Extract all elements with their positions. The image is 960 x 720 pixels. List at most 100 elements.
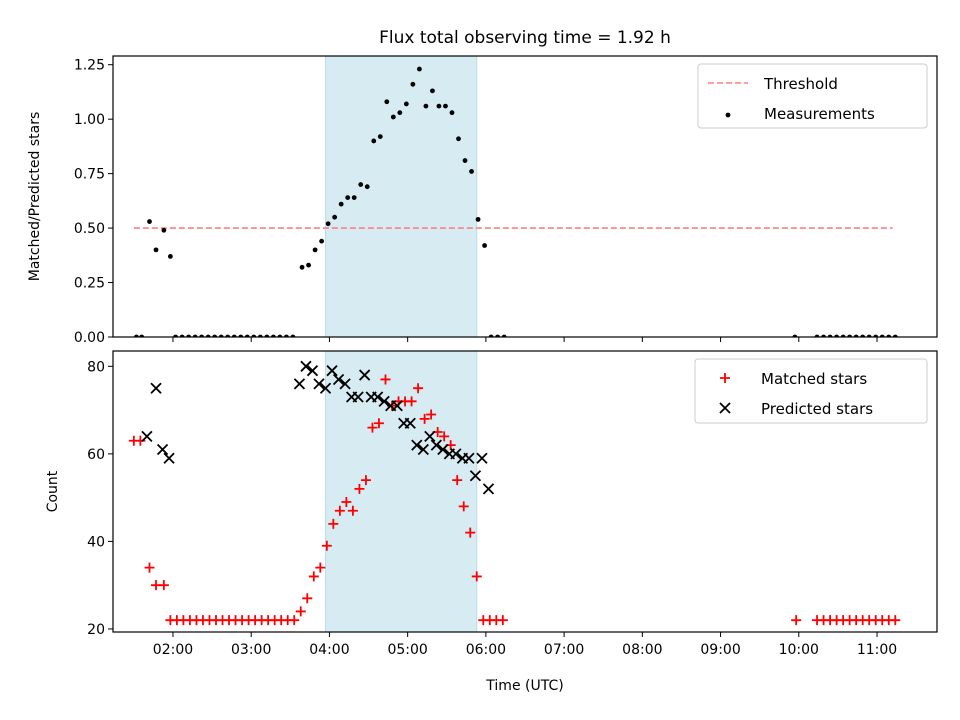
predicted-point (404, 417, 416, 429)
x-tick-label: 09:00 (700, 642, 740, 658)
y-tick-label: 0.75 (74, 167, 105, 183)
matched-point (465, 527, 476, 538)
legend-measurement-swatch (725, 112, 731, 118)
predicted-point (150, 382, 162, 394)
matched-point (452, 475, 463, 486)
predicted-point (313, 378, 325, 390)
measurement-point (371, 138, 377, 144)
matched-point (347, 505, 358, 516)
x-tick-label: 08:00 (622, 642, 662, 658)
predicted-point (391, 400, 403, 412)
measurement-point (390, 114, 396, 120)
predicted-point (378, 395, 390, 407)
measurement-point (332, 214, 338, 220)
axes-frame (112, 350, 938, 633)
measurement-point (306, 262, 311, 268)
predicted-point (163, 452, 175, 464)
legend-label: Matched stars (761, 370, 867, 388)
measurement-point (167, 254, 173, 259)
matched-point (406, 396, 417, 407)
predicted-point (319, 382, 332, 394)
legend-label: Predicted stars (761, 400, 873, 418)
matched-point (380, 374, 391, 385)
predicted-point (141, 430, 153, 442)
matched-point (439, 431, 450, 442)
matched-point (354, 483, 365, 494)
measurement-point (397, 110, 403, 116)
plot-area (128, 360, 901, 626)
y-tick-label: 0.00 (74, 330, 105, 346)
measurement-point (299, 264, 305, 270)
predicted-point (300, 360, 312, 372)
measurement-point (423, 103, 429, 109)
legend: Matched stars Predicted stars (694, 358, 928, 424)
predicted-point (469, 470, 482, 482)
matched-point (360, 475, 371, 486)
predicted-point (450, 448, 462, 460)
measurement-point (443, 103, 448, 109)
y-tick-label: 60 (87, 447, 105, 463)
y-tick-label: 20 (87, 622, 105, 638)
y-tick-label: 40 (87, 534, 105, 550)
measurement-point (161, 227, 167, 233)
x-tick-label: 06:00 (466, 642, 506, 658)
matched-point (471, 571, 482, 582)
predicted-point (424, 430, 436, 442)
legend-label: Threshold (763, 75, 838, 93)
highlight-span (325, 55, 478, 338)
top-panel: 0.00 0.25 0.50 0.75 1.00 1.25 Matched/Predicte… (27, 55, 938, 346)
predicted-point (430, 439, 442, 451)
predicted-point (293, 378, 306, 390)
matched-point (144, 562, 155, 573)
x-tick-label: 03:00 (231, 642, 271, 658)
measurement-point (351, 195, 357, 200)
predicted-point (476, 452, 488, 464)
matched-point (308, 571, 319, 582)
y-tick-label: 1.25 (74, 58, 105, 74)
chart-title: Flux total observing time = 1.92 h (379, 28, 671, 48)
x-tick-label: 11:00 (857, 642, 897, 658)
measurement-point (319, 238, 325, 244)
measurement-point (384, 99, 390, 105)
x-tick-label: 02:00 (153, 642, 193, 658)
measurement-point (430, 88, 435, 94)
predicted-point (332, 373, 345, 386)
y-axis-label: Count (45, 470, 61, 512)
legend-box (697, 63, 928, 129)
matched-point (373, 418, 384, 429)
legend: Threshold Measurements (697, 63, 928, 129)
y-tick-label: 0.25 (74, 276, 105, 292)
predicted-point (352, 391, 364, 403)
measurement-point (475, 216, 481, 222)
legend-label: Measurements (764, 105, 875, 123)
measurement-point (364, 184, 370, 190)
measurement-point (410, 81, 416, 87)
predicted-point (437, 443, 449, 456)
measurement-point (153, 247, 159, 253)
predicted-point (156, 443, 169, 456)
bottom-panel: 20 40 60 80 02:00 03:00 04:00 05:00 06:00 07:00 08… (45, 350, 938, 694)
x-tick-label: 07:00 (544, 642, 584, 658)
x-tick-label: 05:00 (387, 642, 427, 658)
matched-point (458, 501, 469, 512)
measurement-point (456, 136, 461, 142)
predicted-point (358, 369, 371, 381)
predicted-point (417, 443, 429, 456)
measurement-point (462, 158, 468, 163)
matched-point (315, 562, 326, 573)
matched-point (341, 497, 352, 508)
measurement-point (377, 134, 383, 139)
matched-point (302, 593, 313, 604)
measurement-point (312, 247, 318, 253)
matched-point (413, 383, 424, 394)
predicted-point (411, 439, 423, 451)
axes-frame (112, 55, 938, 338)
matched-point (367, 422, 378, 433)
predicted-point (463, 452, 475, 464)
predicted-point (339, 378, 351, 390)
matched-point (289, 615, 300, 626)
matched-point (426, 409, 437, 420)
matched-point (295, 606, 306, 617)
x-tick-label: 10:00 (779, 642, 819, 658)
